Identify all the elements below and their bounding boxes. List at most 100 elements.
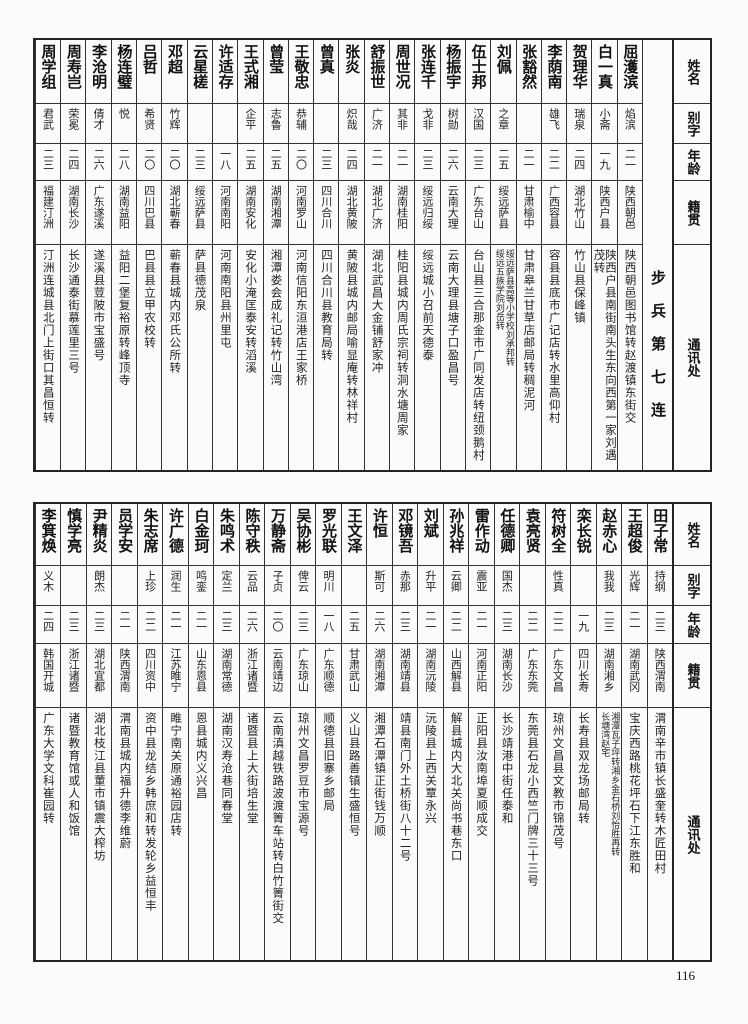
native-text: 湖南安化 [243, 185, 257, 229]
name-text: 符树全 [549, 508, 568, 553]
native-text: 云南大理 [446, 185, 460, 229]
cell-address: 萨县德茂泉 [188, 245, 212, 470]
cell-name: 周学组 [35, 40, 61, 104]
table-row: 邓超 竹辉 二〇 湖北蕲春 蕲春县城内邓氏公所转 [161, 40, 187, 470]
age-text: 二三 [193, 148, 207, 170]
header-alias: 别字 [684, 572, 700, 599]
cell-native: 湖北广济 [364, 181, 390, 245]
cell-alias: 竹辉 [162, 104, 187, 144]
alias-text: 恭辅 [294, 108, 308, 130]
cell-age: 二六 [440, 144, 465, 181]
cell-name: 孙兆祥 [443, 504, 469, 566]
cell-native: 浙江诸暨 [239, 644, 265, 708]
name-text: 雷作动 [472, 508, 491, 553]
age-text: 二二 [143, 610, 157, 632]
table-row: 云星槎 二三 绥远萨县 萨县德茂泉 [186, 40, 212, 470]
address-line: 湘潭瓦子坪转湘乡金石桥刘怡胜再转 [609, 712, 620, 856]
cell-address: 顺德县旧寨乡邮局 [316, 708, 340, 960]
cell-age: 二二 [545, 606, 571, 644]
cell-alias: 子贞 [265, 566, 290, 606]
age-text: 二三 [653, 610, 667, 632]
cell-alias: 朗杰 [86, 566, 112, 606]
table-row: 万静斋 子贞 二〇 云南靖边 云南滇越铁路波渡箐车站转白竹箐街交 [264, 504, 290, 960]
cell-alias: 上珍 [137, 566, 163, 606]
native-text: 湖北黄陂 [345, 185, 359, 229]
cell-native: 山东恩县 [188, 644, 214, 708]
name-text: 白金珂 [192, 508, 211, 553]
alias-text: 汉国 [471, 108, 485, 130]
cell-alias [516, 104, 541, 144]
name-text: 袁亮贤 [523, 508, 542, 553]
age-text: 二三 [398, 610, 412, 632]
cell-address: 宝庆西路桃花坪石下江东胜和 [622, 708, 646, 960]
cell-age: 二三 [314, 144, 339, 181]
age-text: 一八 [218, 148, 232, 170]
age-text: 二〇 [168, 148, 181, 170]
age-text: 一九 [598, 148, 612, 170]
cell-name: 吴协彬 [290, 504, 316, 566]
native-text: 四川巴县 [142, 185, 156, 229]
table-row: 尹精炎 朗杰 二三 湖北宜都 湖北枝江县董市镇震大榨坊 [85, 504, 112, 960]
native-text: 福建汀洲 [41, 185, 55, 229]
cell-age: 一八 [212, 144, 238, 181]
cell-name: 王文泽 [341, 504, 367, 566]
alias-text: 戈非 [420, 108, 434, 130]
cell-alias: 炽哉 [339, 104, 364, 144]
address-line: 遂溪县荳陂市宝盛号 [92, 249, 107, 362]
cell-address: 遂溪县荳陂市宝盛号 [86, 245, 110, 470]
cell-name: 张豁然 [516, 40, 541, 104]
age-text: 二六 [245, 610, 259, 632]
cell-alias: 俾云 [290, 566, 316, 606]
alias-text: 悦 [117, 108, 131, 119]
cell-name: 任德卿 [494, 504, 520, 566]
table-row: 员学安 二一 陕西渭南 渭南县城内福升德李维蔚 [111, 504, 137, 960]
address-line: 湖南汉寿沧巷同春堂 [220, 712, 235, 825]
cell-age: 二六 [367, 606, 392, 644]
name-text: 舒振世 [368, 44, 387, 89]
native-text: 广东台山 [471, 185, 485, 229]
cell-age: 二五 [341, 606, 367, 644]
cell-address: 解县城内大北关尚书巷东口 [444, 708, 468, 960]
table-row: 张炎 炽哉 二四 湖北黄陂 黄陂县城内邮局喻显庵转林祥村 [338, 40, 364, 470]
cell-age: 二〇 [137, 144, 162, 181]
name-text: 吕哲 [140, 44, 159, 74]
name-text: 张连千 [418, 44, 437, 89]
age-text: 二一 [522, 148, 536, 170]
native-text: 韩国开城 [41, 648, 55, 692]
cell-native: 绥远萨县 [187, 181, 212, 245]
cell-alias: 持纲 [647, 566, 672, 606]
cell-alias: 性真 [545, 566, 571, 606]
cell-alias [187, 104, 212, 144]
cell-alias [112, 566, 137, 606]
cell-age: 二三 [494, 606, 520, 644]
cell-age: 二一 [617, 144, 642, 181]
address-line: 湖北枝江县董市镇震大榨坊 [92, 712, 107, 862]
cell-native: 云南靖边 [265, 644, 290, 708]
cell-native: 陕西渭南 [647, 644, 672, 708]
table-row: 栾长锐 一九 四川长寿 长寿县双龙场邮局转 [570, 504, 596, 960]
age-text: 一八 [321, 610, 335, 632]
cell-age: 二五 [491, 144, 516, 181]
age-text: 二二 [449, 610, 463, 632]
alias-text: 我我 [602, 570, 616, 592]
name-text: 许恒 [370, 508, 389, 538]
roster-table-top: 姓名 别字 年龄 籍贯 通讯处 步兵第七连 屈濩滨 焰滨 二一 陕西朝邑 陕西朝邑图书馆转赵渡镇东街… [33, 38, 712, 472]
address-line: 容县县底市广记店转水里高仰村 [547, 249, 562, 424]
native-text: 山东恩县 [194, 648, 208, 692]
cell-address: 资中县龙结乡韩庶和转发轮乡益恒丰 [138, 708, 162, 960]
cell-age: 一九 [571, 606, 596, 644]
cell-address: 甘肃皋兰甘草店邮局转稠泥河 [517, 245, 541, 470]
native-text: 浙江诸暨 [67, 648, 81, 692]
cell-age: 二一 [516, 144, 541, 181]
native-text: 广东琼山 [296, 648, 310, 692]
cell-age: 一八 [316, 606, 341, 644]
cell-alias: 其非 [390, 104, 415, 144]
cell-age: 二三 [214, 606, 239, 644]
roster-table-bottom: 姓名 别字 年龄 籍贯 通讯处 田子常 持纲 二三 陕西渭南 渭南辛市镇长盛奎转木匠田村 王超俊 光辉… [33, 502, 712, 962]
cell-age: 二二 [443, 606, 469, 644]
header-column: 姓名 别字 年龄 籍贯 通讯处 [672, 40, 710, 470]
cell-alias [520, 566, 545, 606]
header-cell-age: 年龄 [674, 144, 710, 181]
table-row: 杨振宇 树勋 二六 云南大理 云南大理县塘子口盈昌号 [439, 40, 465, 470]
cell-alias [571, 566, 596, 606]
